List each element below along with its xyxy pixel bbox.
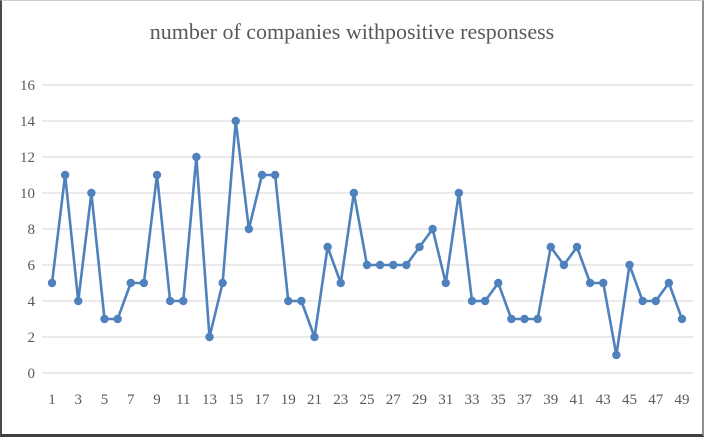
- data-point-27: [389, 260, 398, 270]
- data-point-12: [192, 152, 201, 162]
- data-point-2: [60, 170, 70, 180]
- data-point-39: [546, 242, 555, 252]
- x-tick-31: 31: [438, 392, 453, 408]
- x-tick-39: 39: [543, 392, 558, 408]
- data-point-33: [467, 296, 477, 306]
- x-axis-tick-labels: 1 3 5 7 9 11 13 15 17 19 21 23 25 27 29 31 33 35 37 39 41 43 4…: [48, 392, 689, 408]
- data-point-32: [454, 188, 464, 198]
- y-tick-4: 4: [28, 294, 36, 310]
- x-tick-7: 7: [127, 392, 135, 408]
- x-tick-45: 45: [622, 392, 637, 408]
- data-point-3: [74, 296, 83, 306]
- data-point-44: [612, 350, 621, 360]
- x-tick-17: 17: [255, 392, 271, 408]
- series-markers: [47, 116, 687, 360]
- data-point-19: [284, 296, 293, 306]
- data-point-36: [507, 314, 516, 324]
- data-point-30: [428, 224, 437, 234]
- data-point-22: [323, 242, 332, 252]
- data-point-10: [165, 296, 175, 306]
- x-tick-15: 15: [228, 392, 243, 408]
- y-tick-6: 6: [28, 258, 36, 274]
- data-point-18: [270, 170, 280, 180]
- data-point-37: [520, 314, 529, 324]
- data-point-1: [47, 278, 57, 288]
- data-point-42: [585, 278, 595, 288]
- data-point-35: [494, 278, 503, 288]
- series-line: [50, 119, 684, 357]
- data-point-15: [231, 116, 240, 126]
- data-point-40: [559, 260, 569, 270]
- y-axis-tick-labels: 0 2 4 6 8 10 12 14 16: [20, 78, 36, 382]
- data-point-28: [402, 260, 411, 270]
- x-tick-3: 3: [75, 392, 83, 408]
- data-point-48: [664, 278, 674, 288]
- x-tick-43: 43: [596, 392, 611, 408]
- data-point-26: [375, 260, 385, 270]
- data-point-20: [297, 296, 306, 306]
- data-point-24: [349, 188, 359, 198]
- data-point-25: [362, 260, 372, 270]
- x-tick-27: 27: [386, 392, 402, 408]
- x-tick-9: 9: [153, 392, 161, 408]
- gridlines: [42, 84, 693, 374]
- y-tick-0: 0: [28, 366, 36, 382]
- x-tick-35: 35: [491, 392, 506, 408]
- y-tick-10: 10: [20, 186, 35, 202]
- data-point-16: [244, 224, 254, 234]
- data-point-47: [651, 296, 660, 306]
- data-point-46: [638, 296, 647, 306]
- data-point-34: [480, 296, 490, 306]
- data-point-38: [533, 314, 542, 324]
- x-tick-13: 13: [202, 392, 217, 408]
- data-point-8: [139, 278, 149, 288]
- data-point-21: [310, 332, 319, 342]
- x-tick-33: 33: [465, 392, 480, 408]
- data-point-17: [257, 170, 267, 180]
- data-point-31: [441, 278, 450, 288]
- x-tick-41: 41: [570, 392, 585, 408]
- data-point-14: [218, 278, 227, 288]
- x-tick-5: 5: [101, 392, 109, 408]
- data-point-11: [179, 296, 188, 306]
- data-point-4: [87, 188, 96, 198]
- data-point-45: [625, 260, 634, 270]
- x-tick-19: 19: [281, 392, 296, 408]
- data-point-6: [113, 314, 122, 324]
- x-tick-37: 37: [517, 392, 533, 408]
- x-tick-47: 47: [648, 392, 664, 408]
- x-tick-29: 29: [412, 392, 427, 408]
- x-tick-23: 23: [333, 392, 348, 408]
- x-tick-25: 25: [360, 392, 375, 408]
- x-tick-1: 1: [48, 392, 56, 408]
- y-tick-14: 14: [20, 114, 36, 130]
- data-point-9: [152, 170, 162, 180]
- data-point-13: [205, 332, 214, 342]
- data-point-29: [415, 242, 424, 252]
- data-point-49: [677, 314, 687, 324]
- x-tick-49: 49: [675, 392, 690, 408]
- data-point-23: [336, 278, 345, 288]
- x-tick-11: 11: [176, 392, 190, 408]
- y-tick-2: 2: [28, 330, 36, 346]
- data-point-7: [126, 278, 135, 288]
- data-point-5: [100, 314, 109, 324]
- data-point-43: [599, 278, 608, 288]
- y-tick-12: 12: [20, 150, 35, 166]
- y-tick-8: 8: [28, 222, 36, 238]
- data-point-41: [572, 242, 582, 252]
- x-tick-21: 21: [307, 392, 322, 408]
- y-tick-16: 16: [20, 78, 36, 94]
